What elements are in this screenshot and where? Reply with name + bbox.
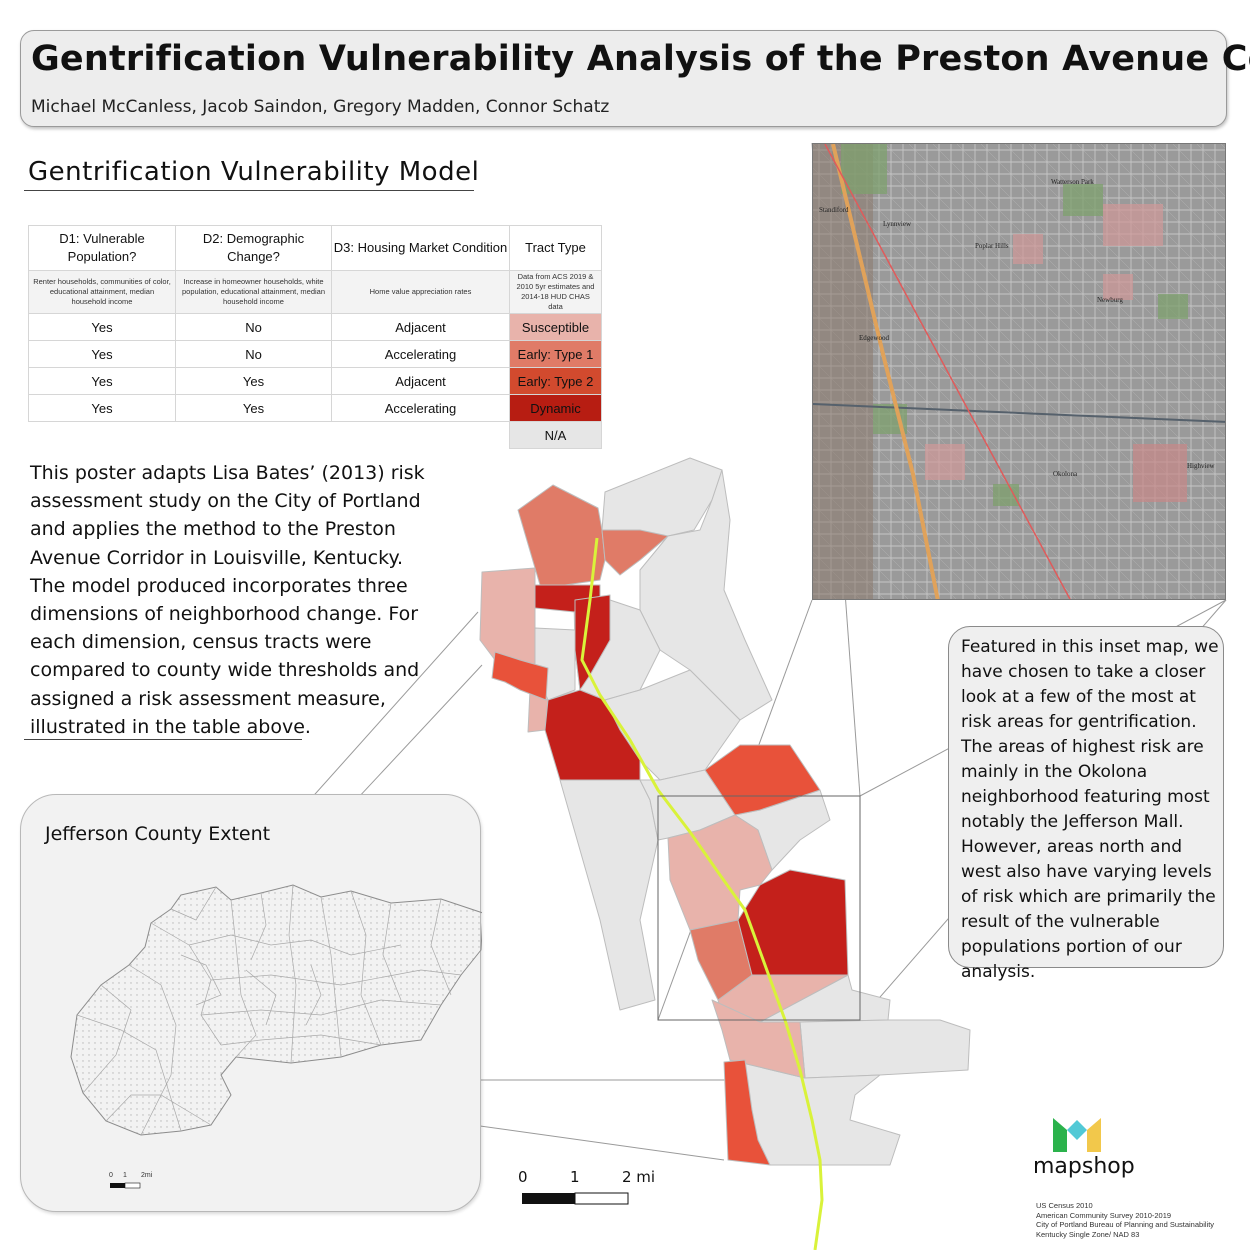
cell-d3: Accelerating: [331, 394, 510, 422]
inset-park: [1158, 294, 1188, 319]
table-row: Yes No Adjacent Susceptible: [28, 313, 602, 341]
tract-susceptible: [479, 567, 536, 671]
cell-d3: Adjacent: [331, 367, 510, 395]
vulnerability-model-table: D1: Vulnerable Population? D2: Demograph…: [28, 225, 602, 449]
inset-label: Edgewood: [859, 334, 889, 342]
title-box: Gentrification Vulnerability Analysis of…: [20, 30, 1250, 127]
inset-risk-area: [1103, 274, 1133, 300]
jc-scale-1: 1: [123, 1172, 127, 1179]
tract-type-early-type-1: Early: Type 1: [509, 340, 602, 368]
jc-scale-bar-white: [124, 1182, 141, 1189]
jc-scale-0: 0: [109, 1172, 113, 1179]
source-line: Kentucky Single Zone/ NAD 83: [1036, 1229, 1140, 1239]
inset-park: [1063, 184, 1103, 216]
source-line: US Census 2010: [1036, 1201, 1093, 1210]
scale-bar-black: [522, 1193, 575, 1204]
cell-d1: Yes: [28, 394, 176, 422]
inset-callout: Featured in this inset map, we have chos…: [948, 626, 1224, 982]
logo-middle: [1067, 1120, 1087, 1140]
model-heading: Gentrification Vulnerability Model: [28, 157, 480, 187]
mapshop-logo-icon: [1053, 1118, 1101, 1152]
inset-label: Okolona: [1053, 470, 1078, 478]
scale-label-0: 0: [518, 1168, 528, 1186]
intro-paragraph: This poster adapts Lisa Bates’ (2013) ri…: [30, 462, 425, 738]
inset-risk-area: [1103, 204, 1163, 246]
subheader-d1: Renter households, communities of color,…: [28, 270, 176, 314]
tract-early-type-1: [601, 529, 669, 576]
cell-d3: Adjacent: [331, 313, 510, 341]
inset-preston-highway: [824, 144, 1071, 599]
table-row: Yes No Accelerating Early: Type 1: [28, 340, 602, 368]
jefferson-county-title: Jefferson County Extent: [45, 823, 271, 845]
inset-label: Newburg: [1097, 296, 1123, 304]
tract-type-na: N/A: [509, 421, 602, 449]
inset-label: Standiford: [819, 206, 849, 214]
heading-underline: [24, 190, 474, 191]
page-title: Gentrification Vulnerability Analysis of…: [31, 39, 1250, 79]
inset-extent-box: [657, 795, 861, 1021]
header-d1: D1: Vulnerable Population?: [28, 225, 176, 271]
scale-label-2: 2 mi: [622, 1168, 655, 1186]
preston-avenue-route: [580, 537, 824, 1250]
table-header-row: D1: Vulnerable Population? D2: Demograph…: [28, 225, 602, 271]
subheader-tract-type: Data from ACS 2019 & 2010 5yr estimates …: [509, 270, 602, 314]
inset-risk-area: [925, 444, 965, 480]
inset-interstate: [831, 144, 940, 599]
jc-scale-bar-black: [110, 1183, 125, 1188]
header-tract-type: Tract Type: [509, 225, 602, 271]
tract-lines: [76, 884, 462, 1136]
tract-early-type-1: [689, 919, 753, 1001]
tract-na: [559, 779, 659, 1011]
jefferson-county-map: 0 1 2mi: [70, 884, 482, 1189]
authors: Michael McCanless, Jacob Saindon, Gregor…: [31, 97, 610, 117]
cell-d2: Yes: [175, 394, 332, 422]
table-row: Yes Yes Accelerating Dynamic: [28, 394, 602, 422]
source-line: City of Portland Bureau of Planning and …: [1036, 1220, 1215, 1229]
inset-map: Standiford Lynnview Watterson Park Popla…: [812, 143, 1226, 600]
scale-label-1: 1: [570, 1168, 580, 1186]
jefferson-county-panel: Jefferson County Extent: [20, 794, 482, 1212]
mapshop-wordmark: mapshop: [1033, 1154, 1135, 1179]
inset-park: [993, 484, 1019, 506]
inset-label: Poplar Hills: [975, 242, 1009, 250]
tract-early-type-2: [491, 651, 549, 701]
inset-highway-east-west: [813, 403, 1225, 423]
logo-right: [1087, 1118, 1101, 1152]
inset-park: [841, 144, 887, 194]
tract-type-susceptible: Susceptible: [509, 313, 602, 341]
cell-d1: Yes: [28, 367, 176, 395]
tract-early-type-2: [723, 1059, 771, 1166]
inset-map-graphic: Standiford Lynnview Watterson Park Popla…: [813, 144, 1225, 599]
inset-risk-area: [1013, 234, 1043, 264]
table-row-na: N/A: [29, 421, 602, 449]
intro-underline: [24, 739, 302, 740]
logo-left: [1053, 1118, 1067, 1152]
tract-early-type-2: [704, 744, 821, 816]
inset-risk-area: [1133, 444, 1187, 502]
inset-label: Lynnview: [883, 220, 912, 228]
scale-bar-white: [574, 1192, 629, 1205]
jc-scale-2: 2mi: [141, 1172, 153, 1179]
tract-dynamic: [737, 869, 849, 976]
header-d2: D2: Demographic Change?: [175, 225, 332, 271]
inset-west-area: [813, 144, 873, 599]
header-d3: D3: Housing Market Condition: [331, 225, 510, 271]
callout-text: Featured in this inset map, we have chos…: [961, 637, 1219, 982]
cell-d2: Yes: [175, 367, 332, 395]
cell-d1: Yes: [28, 313, 176, 341]
inset-label: Watterson Park: [1051, 178, 1094, 186]
subheader-d2: Increase in homeowner households, white …: [175, 270, 332, 314]
inset-label: Highview: [1187, 462, 1216, 470]
tract-na: [799, 1019, 971, 1079]
source-line: American Community Survey 2010-2019: [1036, 1210, 1172, 1220]
data-sources: US Census 2010 American Community Survey…: [1036, 1201, 1214, 1239]
inset-base: [813, 144, 1225, 599]
cell-d2: No: [175, 313, 332, 341]
